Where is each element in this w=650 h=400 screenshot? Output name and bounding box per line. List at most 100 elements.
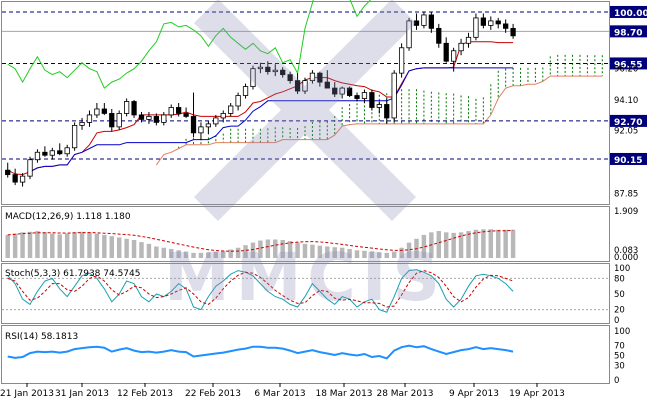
candle-body xyxy=(421,14,427,26)
macd-bar xyxy=(354,250,360,258)
macd-indicator xyxy=(5,229,516,258)
candle-body xyxy=(257,66,264,70)
candle-body xyxy=(451,50,457,62)
rsi-line xyxy=(7,344,514,360)
macd-bar xyxy=(369,251,375,258)
macd-bar xyxy=(317,245,323,258)
macd-bar xyxy=(27,231,33,258)
candle-body xyxy=(161,114,167,123)
candle-body xyxy=(361,92,368,99)
candle-body xyxy=(302,80,308,92)
level-tag xyxy=(610,152,647,165)
candle-body xyxy=(309,72,316,82)
price-panel-frame xyxy=(1,1,610,205)
rsi-axis-tick: 0 xyxy=(614,376,619,386)
stoch-axis-tick: 80 xyxy=(614,274,625,284)
candle-body xyxy=(294,80,301,92)
macd-bar xyxy=(339,247,345,258)
macd-bar xyxy=(221,250,226,258)
candle-body xyxy=(265,66,271,73)
macd-bar xyxy=(302,243,308,258)
rsi-axis-tick: 30 xyxy=(614,361,625,371)
macd-bar xyxy=(131,240,137,258)
macd-bar xyxy=(250,242,256,258)
macd-bar xyxy=(42,232,48,258)
macd-bar xyxy=(265,239,271,258)
candle-body xyxy=(339,87,345,95)
macd-bar xyxy=(510,229,516,258)
macd-bar xyxy=(258,240,263,258)
candle-body xyxy=(12,174,18,183)
candle-body xyxy=(346,87,353,96)
macd-bar xyxy=(20,232,25,258)
candle-body xyxy=(71,124,78,149)
level-tag-label: 98.70 xyxy=(614,28,642,38)
candle-body xyxy=(406,20,412,49)
candle-body xyxy=(332,87,338,95)
macd-bar xyxy=(332,247,337,258)
macd-bar xyxy=(436,231,442,258)
candle-body xyxy=(49,150,55,156)
macd-bar xyxy=(384,252,389,258)
candle-body xyxy=(317,72,323,83)
candle-body xyxy=(205,123,212,128)
x-axis-date-label: 28 Mar 2013 xyxy=(376,389,433,399)
x-axis-date-label: 12 Feb 2013 xyxy=(117,389,173,399)
candle-body xyxy=(42,151,48,156)
macd-bar xyxy=(235,247,241,258)
macd-bar xyxy=(176,250,181,258)
ichimoku-lines xyxy=(7,0,514,176)
macd-bar xyxy=(191,252,196,258)
macd-bar xyxy=(87,232,92,258)
macd-bar xyxy=(503,229,508,258)
macd-bar xyxy=(295,242,300,258)
macd-bar xyxy=(391,251,397,258)
candle-body xyxy=(198,126,204,134)
candle-body xyxy=(287,74,293,82)
candle-body xyxy=(213,117,219,125)
macd-bar xyxy=(94,233,100,258)
macd-bar xyxy=(347,249,352,258)
candle-body xyxy=(272,69,278,73)
rsi-indicator xyxy=(7,344,514,360)
candle-body xyxy=(354,95,360,99)
level-tag-label: 96.55 xyxy=(614,60,642,70)
candle-body xyxy=(458,42,464,52)
x-axis-date-label: 31 Jan 2013 xyxy=(55,389,109,399)
candle-body xyxy=(94,108,100,116)
macd-bar xyxy=(109,236,114,258)
macd-bar xyxy=(243,245,248,258)
macd-bar xyxy=(12,233,18,258)
candle-body xyxy=(280,69,286,76)
candle-body xyxy=(376,104,382,108)
macd-bar xyxy=(458,232,464,258)
macd-bar xyxy=(310,244,315,258)
candle-body xyxy=(190,116,197,134)
watermark: MMCIS xyxy=(164,0,440,316)
rsi-title: RSI(14) 58.1813 xyxy=(5,332,78,342)
candle-body xyxy=(495,20,501,25)
stoch-title: Stoch(5,3,3) 61.7938 74.5745 xyxy=(5,269,140,279)
axis-labels: 96.2094.1092.0587.851.9090.0830.00010080… xyxy=(0,65,638,399)
candle-body xyxy=(86,114,93,123)
macd-bar xyxy=(473,229,479,258)
rsi-axis-tick: 50 xyxy=(614,352,625,362)
macd-bar xyxy=(377,252,382,258)
candle-body xyxy=(235,95,241,107)
candle-body xyxy=(465,36,472,44)
candle-body xyxy=(168,107,174,116)
candle-body xyxy=(250,68,256,87)
candle-body xyxy=(153,116,159,123)
macd-bar xyxy=(57,234,62,258)
candle-body xyxy=(488,20,494,26)
candle-body xyxy=(473,17,479,38)
macd-bar xyxy=(488,229,494,258)
macd-bar xyxy=(325,246,330,258)
senkou-span-b-line xyxy=(155,75,603,166)
macd-bar xyxy=(287,241,293,258)
level-tag-label: 90.15 xyxy=(614,156,642,166)
macd-bar xyxy=(228,249,233,258)
candle-body xyxy=(183,113,189,117)
candle-body xyxy=(19,175,26,183)
